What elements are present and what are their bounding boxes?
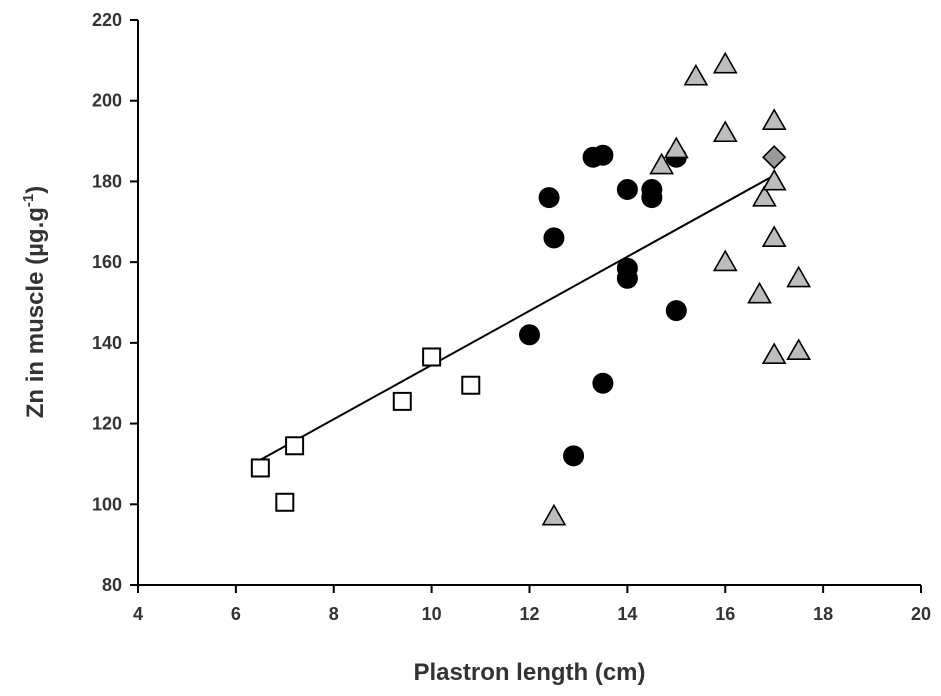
y-tick-label: 220 bbox=[92, 10, 122, 30]
x-tick-label: 14 bbox=[617, 604, 637, 624]
axes bbox=[137, 20, 921, 586]
point-circle bbox=[616, 267, 638, 289]
x-tick-label: 18 bbox=[813, 604, 833, 624]
point-square bbox=[392, 391, 412, 411]
y-tick-label: 160 bbox=[92, 252, 122, 272]
point-square bbox=[461, 375, 481, 395]
x-tick-label: 16 bbox=[715, 604, 735, 624]
y-axis-title: Zn in muscle (µg.g-1) bbox=[20, 186, 49, 419]
point-triangle bbox=[747, 281, 772, 304]
point-circle bbox=[592, 144, 614, 166]
point-circle bbox=[519, 324, 540, 346]
point-triangle bbox=[786, 338, 812, 360]
x-tick-label: 8 bbox=[329, 604, 339, 624]
regression-line-group bbox=[259, 174, 775, 461]
point-triangle bbox=[649, 152, 675, 175]
point-triangle bbox=[761, 168, 787, 191]
y-tick-label: 140 bbox=[92, 333, 122, 353]
point-triangle bbox=[663, 136, 689, 159]
x-axis-title: Plastron length (cm) bbox=[413, 659, 645, 686]
point-circle bbox=[563, 445, 585, 467]
point-triangle bbox=[541, 503, 567, 526]
y-tick-label: 200 bbox=[92, 91, 122, 111]
regression-line bbox=[259, 174, 775, 461]
point-circle bbox=[538, 187, 560, 209]
y-tick-label: 180 bbox=[92, 171, 122, 191]
point-triangle bbox=[683, 63, 709, 86]
point-circle bbox=[665, 300, 687, 322]
ticks: 4 6 8 10 12 14 16 18 20 80 100 120 140 160 180 200 220 bbox=[92, 10, 931, 624]
point-triangle bbox=[712, 249, 738, 272]
point-square bbox=[250, 458, 270, 478]
y-axis-title-superscript: -1 bbox=[20, 194, 37, 207]
y-axis-title-main: Zn in muscle (µg.g bbox=[22, 207, 49, 418]
point-circle bbox=[543, 227, 565, 249]
point-triangle bbox=[752, 184, 777, 207]
point-circle bbox=[592, 372, 614, 394]
point-triangle bbox=[712, 51, 738, 74]
point-triangle bbox=[761, 108, 787, 130]
x-tick-label: 12 bbox=[519, 604, 539, 624]
point-circle bbox=[616, 179, 638, 200]
y-tick-label: 100 bbox=[92, 494, 122, 514]
point-triangle bbox=[761, 225, 787, 247]
point-triangle bbox=[712, 120, 738, 143]
data-points bbox=[250, 51, 812, 526]
y-tick-label: 120 bbox=[92, 414, 122, 434]
x-tick-label: 6 bbox=[231, 604, 241, 624]
point-square bbox=[285, 436, 305, 456]
x-tick-label: 4 bbox=[133, 604, 143, 624]
x-tick-label: 20 bbox=[911, 604, 931, 624]
y-tick-label: 80 bbox=[102, 575, 122, 595]
point-diamond bbox=[762, 145, 787, 170]
y-axis-title-close: ) bbox=[22, 186, 49, 194]
point-triangle bbox=[761, 342, 787, 365]
point-triangle bbox=[786, 265, 812, 288]
point-circle bbox=[641, 187, 663, 209]
point-square bbox=[275, 492, 295, 512]
x-tick-label: 10 bbox=[422, 604, 442, 624]
point-square bbox=[422, 347, 442, 367]
